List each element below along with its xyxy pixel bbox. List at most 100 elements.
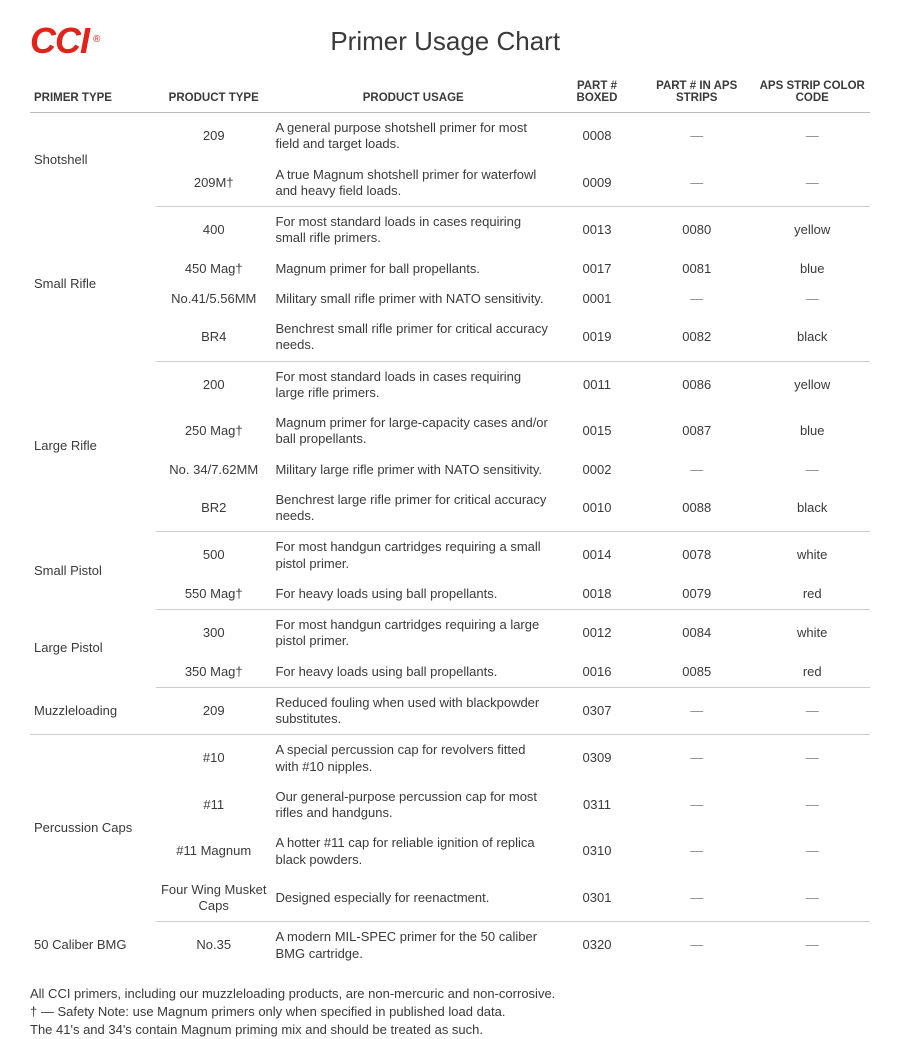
product-type-cell: 300	[156, 610, 271, 657]
part-aps-cell: 0081	[639, 254, 754, 284]
part-boxed-cell: 0301	[555, 875, 639, 922]
part-boxed-cell: 0311	[555, 782, 639, 829]
color-code-cell: —	[754, 922, 870, 969]
part-boxed-cell: 0307	[555, 687, 639, 735]
part-aps-cell: 0085	[639, 657, 754, 688]
product-type-cell: 209	[156, 113, 271, 160]
table-row: 50 Caliber BMGNo.35A modern MIL-SPEC pri…	[30, 922, 870, 969]
page-title: Primer Usage Chart	[100, 26, 790, 57]
color-code-cell: —	[754, 687, 870, 735]
product-type-cell: 400	[156, 207, 271, 254]
table-row: #11Our general-purpose percussion cap fo…	[30, 782, 870, 829]
product-type-cell: 350 Mag†	[156, 657, 271, 688]
part-boxed-cell: 0009	[555, 160, 639, 207]
table-row: Small Rifle400For most standard loads in…	[30, 207, 870, 254]
product-type-cell: 209M†	[156, 160, 271, 207]
color-code-cell: —	[754, 455, 870, 485]
product-usage-cell: Our general-purpose percussion cap for m…	[271, 782, 555, 829]
table-row: Large Pistol300For most handgun cartridg…	[30, 610, 870, 657]
product-type-cell: 250 Mag†	[156, 408, 271, 455]
table-row: Muzzleloading209Reduced fouling when use…	[30, 687, 870, 735]
product-usage-cell: For most handgun cartridges requiring a …	[271, 610, 555, 657]
footnotes: All CCI primers, including our muzzleloa…	[30, 985, 870, 1039]
part-aps-cell: —	[639, 735, 754, 782]
primer-type-cell: 50 Caliber BMG	[30, 922, 156, 969]
part-aps-cell: 0080	[639, 207, 754, 254]
color-code-cell: —	[754, 782, 870, 829]
table-row: Shotshell209A general purpose shotshell …	[30, 113, 870, 160]
part-boxed-cell: 0011	[555, 361, 639, 408]
table-row: No. 34/7.62MMMilitary large rifle primer…	[30, 455, 870, 485]
color-code-cell: white	[754, 532, 870, 579]
header: CCI ® Primer Usage Chart	[30, 20, 870, 62]
table-row: Four Wing Musket CapsDesigned especially…	[30, 875, 870, 922]
product-usage-cell: For most handgun cartridges requiring a …	[271, 532, 555, 579]
registered-mark: ®	[93, 34, 100, 45]
table-row: BR4Benchrest small rifle primer for crit…	[30, 314, 870, 361]
col-part-boxed: PART # BOXED	[555, 74, 639, 113]
part-boxed-cell: 0018	[555, 579, 639, 610]
product-type-cell: 200	[156, 361, 271, 408]
primer-type-cell: Large Pistol	[30, 610, 156, 688]
part-aps-cell: 0087	[639, 408, 754, 455]
col-primer-type: PRIMER TYPE	[30, 74, 156, 113]
table-row: 209M†A true Magnum shotshell primer for …	[30, 160, 870, 207]
part-aps-cell: —	[639, 687, 754, 735]
part-aps-cell: —	[639, 828, 754, 875]
primer-type-cell: Shotshell	[30, 113, 156, 207]
color-code-cell: black	[754, 485, 870, 532]
col-product-type: PRODUCT TYPE	[156, 74, 271, 113]
part-boxed-cell: 0017	[555, 254, 639, 284]
color-code-cell: blue	[754, 254, 870, 284]
product-type-cell: 500	[156, 532, 271, 579]
footnote-line: The 41's and 34's contain Magnum priming…	[30, 1021, 870, 1039]
primer-type-cell: Small Pistol	[30, 532, 156, 610]
part-aps-cell: 0088	[639, 485, 754, 532]
color-code-cell: red	[754, 579, 870, 610]
color-code-cell: white	[754, 610, 870, 657]
color-code-cell: red	[754, 657, 870, 688]
product-usage-cell: For most standard loads in cases requiri…	[271, 207, 555, 254]
part-aps-cell: —	[639, 875, 754, 922]
part-boxed-cell: 0015	[555, 408, 639, 455]
part-aps-cell: —	[639, 160, 754, 207]
part-boxed-cell: 0013	[555, 207, 639, 254]
table-row: No.41/5.56MMMilitary small rifle primer …	[30, 284, 870, 314]
product-usage-cell: A true Magnum shotshell primer for water…	[271, 160, 555, 207]
table-row: BR2Benchrest large rifle primer for crit…	[30, 485, 870, 532]
table-row: Large Rifle200For most standard loads in…	[30, 361, 870, 408]
table-row: 250 Mag†Magnum primer for large-capacity…	[30, 408, 870, 455]
footnote-line: All CCI primers, including our muzzleloa…	[30, 985, 870, 1003]
table-row: #11 MagnumA hotter #11 cap for reliable …	[30, 828, 870, 875]
product-usage-cell: A modern MIL-SPEC primer for the 50 cali…	[271, 922, 555, 969]
product-type-cell: BR4	[156, 314, 271, 361]
product-type-cell: 450 Mag†	[156, 254, 271, 284]
color-code-cell: —	[754, 284, 870, 314]
product-type-cell: 209	[156, 687, 271, 735]
part-boxed-cell: 0008	[555, 113, 639, 160]
col-part-aps: PART # IN APS STRIPS	[639, 74, 754, 113]
part-aps-cell: 0079	[639, 579, 754, 610]
part-aps-cell: 0078	[639, 532, 754, 579]
product-type-cell: #10	[156, 735, 271, 782]
product-usage-cell: Military large rifle primer with NATO se…	[271, 455, 555, 485]
color-code-cell: blue	[754, 408, 870, 455]
part-boxed-cell: 0310	[555, 828, 639, 875]
part-aps-cell: —	[639, 922, 754, 969]
product-usage-cell: Designed especially for reenactment.	[271, 875, 555, 922]
product-usage-cell: Military small rifle primer with NATO se…	[271, 284, 555, 314]
product-type-cell: #11 Magnum	[156, 828, 271, 875]
product-usage-cell: A special percussion cap for revolvers f…	[271, 735, 555, 782]
product-usage-cell: Reduced fouling when used with blackpowd…	[271, 687, 555, 735]
part-boxed-cell: 0010	[555, 485, 639, 532]
table-row: Percussion Caps#10A special percussion c…	[30, 735, 870, 782]
product-type-cell: 550 Mag†	[156, 579, 271, 610]
part-boxed-cell: 0002	[555, 455, 639, 485]
part-aps-cell: 0084	[639, 610, 754, 657]
table-row: 450 Mag†Magnum primer for ball propellan…	[30, 254, 870, 284]
col-product-usage: PRODUCT USAGE	[271, 74, 555, 113]
brand-logo: CCI	[30, 20, 89, 62]
color-code-cell: —	[754, 875, 870, 922]
part-boxed-cell: 0309	[555, 735, 639, 782]
color-code-cell: yellow	[754, 207, 870, 254]
